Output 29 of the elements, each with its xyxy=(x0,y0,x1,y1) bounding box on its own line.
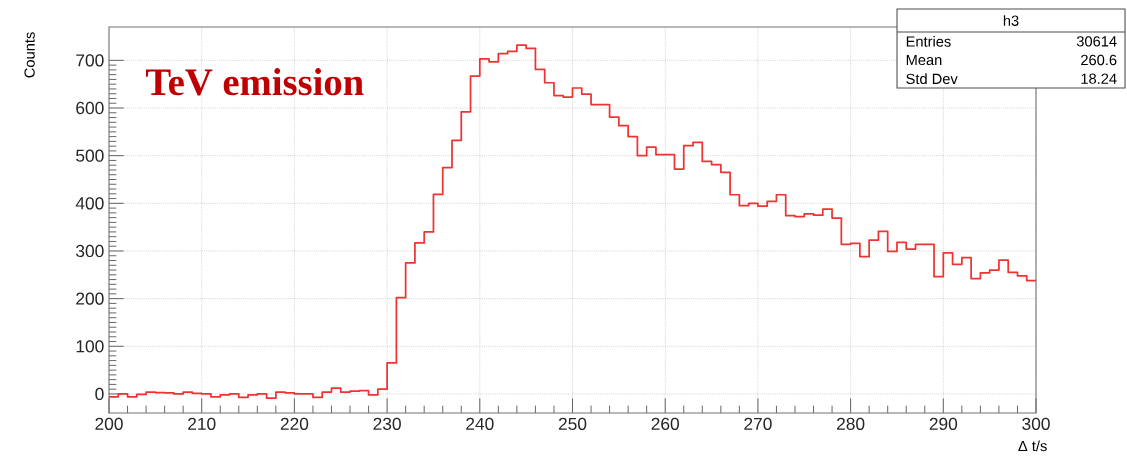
text: 18.24 xyxy=(1081,73,1117,85)
x-tick-label: 200 xyxy=(95,417,123,431)
y-tick-label: 200 xyxy=(76,292,104,305)
y-tick-label: 700 xyxy=(76,54,104,67)
y-tick-label: 300 xyxy=(76,245,104,258)
y-axis-title: Counts xyxy=(24,32,35,78)
text: 30614 xyxy=(1076,36,1117,47)
x-tick-label: 250 xyxy=(558,417,587,431)
x-tick-label: 210 xyxy=(188,417,216,431)
x-axis-title: Δ t/s xyxy=(1018,440,1047,452)
x-tick-label: 240 xyxy=(466,417,494,431)
y-tick-label: 0 xyxy=(95,388,104,401)
annotation: Entries xyxy=(906,36,951,47)
annotation: TeV emission xyxy=(146,68,364,96)
text: h3 xyxy=(1003,15,1019,27)
x-tick-label: 230 xyxy=(373,417,401,431)
y-tick-label: 500 xyxy=(76,149,104,162)
annotation: Std Dev xyxy=(906,73,958,85)
annotation: Mean xyxy=(906,55,942,66)
x-tick-label: 290 xyxy=(929,417,958,431)
x-tick-label: 220 xyxy=(280,417,309,431)
x-tick-label: 300 xyxy=(1022,417,1050,431)
y-tick-label: 400 xyxy=(75,197,104,210)
text: 260.6 xyxy=(1081,55,1117,66)
x-tick-label: 270 xyxy=(744,417,772,431)
y-tick-label: 600 xyxy=(76,102,104,115)
y-tick-label: 100 xyxy=(76,340,104,353)
x-tick-label: 280 xyxy=(837,417,865,431)
x-tick-label: 260 xyxy=(651,417,679,431)
